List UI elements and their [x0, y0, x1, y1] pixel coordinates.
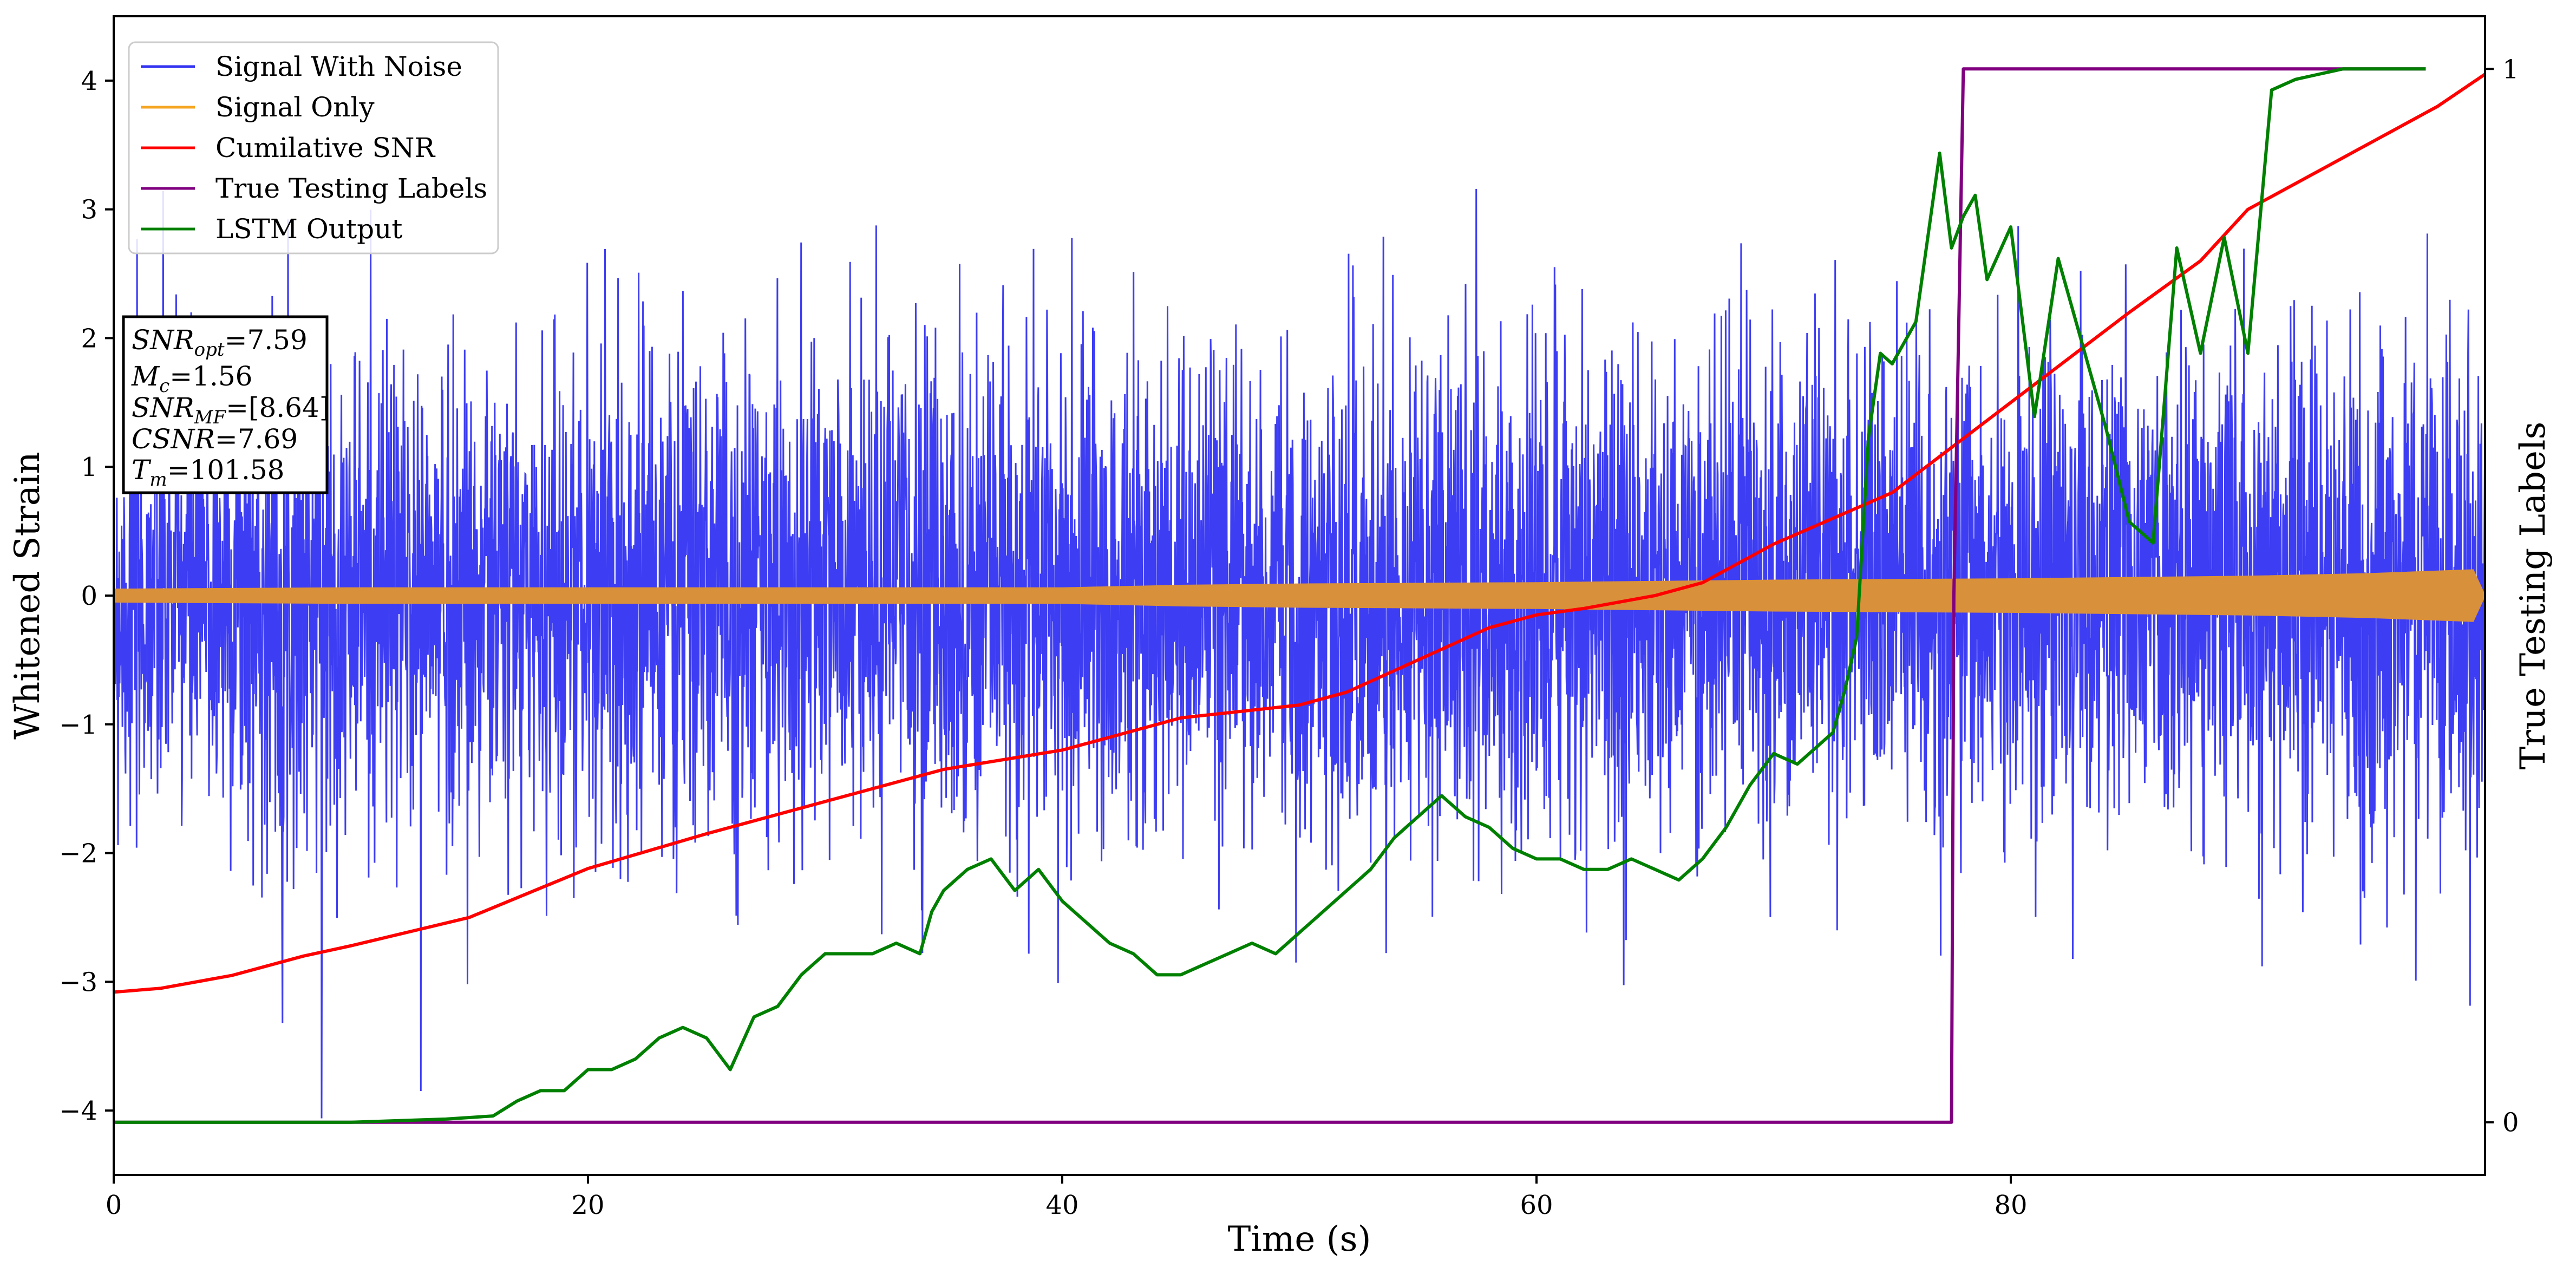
x-tick-label: 40 — [1045, 1190, 1078, 1220]
legend-label-cumilative-snr: Cumilative SNR — [215, 132, 435, 164]
y2-tick-label: 0 — [2502, 1108, 2519, 1138]
series-signal-only — [114, 569, 2485, 622]
legend: Signal With Noise Signal Only Cumilative… — [128, 41, 499, 254]
x-tick-label: 60 — [1520, 1190, 1553, 1220]
annotation-line-mc: Mc=1.56 — [131, 361, 252, 397]
legend-label-true-testing-labels: True Testing Labels — [215, 173, 487, 204]
y-axis-title: Whitened Strain — [8, 452, 48, 739]
legend-box — [128, 41, 499, 254]
y-tick-label: 4 — [81, 66, 97, 96]
legend-label-signal-only: Signal Only — [215, 92, 375, 123]
y-tick-label: −2 — [59, 839, 97, 869]
annotation-box — [122, 315, 329, 494]
parameter-annotation: SNRopt=7.59 Mc=1.56 SNRMF=[8.64] CSNR=7.… — [122, 315, 330, 494]
annotation-line-snr-mf: SNRMF=[8.64] — [132, 392, 330, 428]
series-lstm-output — [114, 67, 2426, 1124]
y2-axis-title: True Testing Labels — [2513, 422, 2553, 770]
y-tick-label: 1 — [81, 452, 97, 482]
series-true-testing-labels — [114, 67, 2426, 1124]
annotation-line-snr-opt: SNRopt=7.59 — [132, 324, 308, 361]
annotation-line-csnr: CSNR=7.69 — [132, 423, 298, 455]
x-tick-label: 80 — [1994, 1190, 2027, 1220]
legend-label-signal-with-noise: Signal With Noise — [215, 51, 462, 82]
y-tick-label: 3 — [81, 195, 97, 225]
y-tick-label: −3 — [59, 967, 97, 997]
x-tick-label: 20 — [571, 1190, 604, 1220]
x-axis-title: Time (s) — [1228, 1219, 1371, 1259]
plot-area — [114, 67, 2485, 1124]
y-tick-label: −4 — [59, 1096, 97, 1126]
legend-label-lstm-output: LSTM Output — [215, 213, 402, 245]
y-tick-label: 2 — [81, 323, 97, 354]
y2-tick-label: 1 — [2502, 54, 2519, 84]
series-cumilative-snr — [114, 73, 2485, 994]
y-tick-label: −1 — [59, 710, 97, 740]
x-tick-label: 0 — [106, 1190, 122, 1220]
annotation-line-tm: Tm=101.58 — [132, 454, 284, 491]
y-tick-label: 0 — [81, 581, 97, 611]
